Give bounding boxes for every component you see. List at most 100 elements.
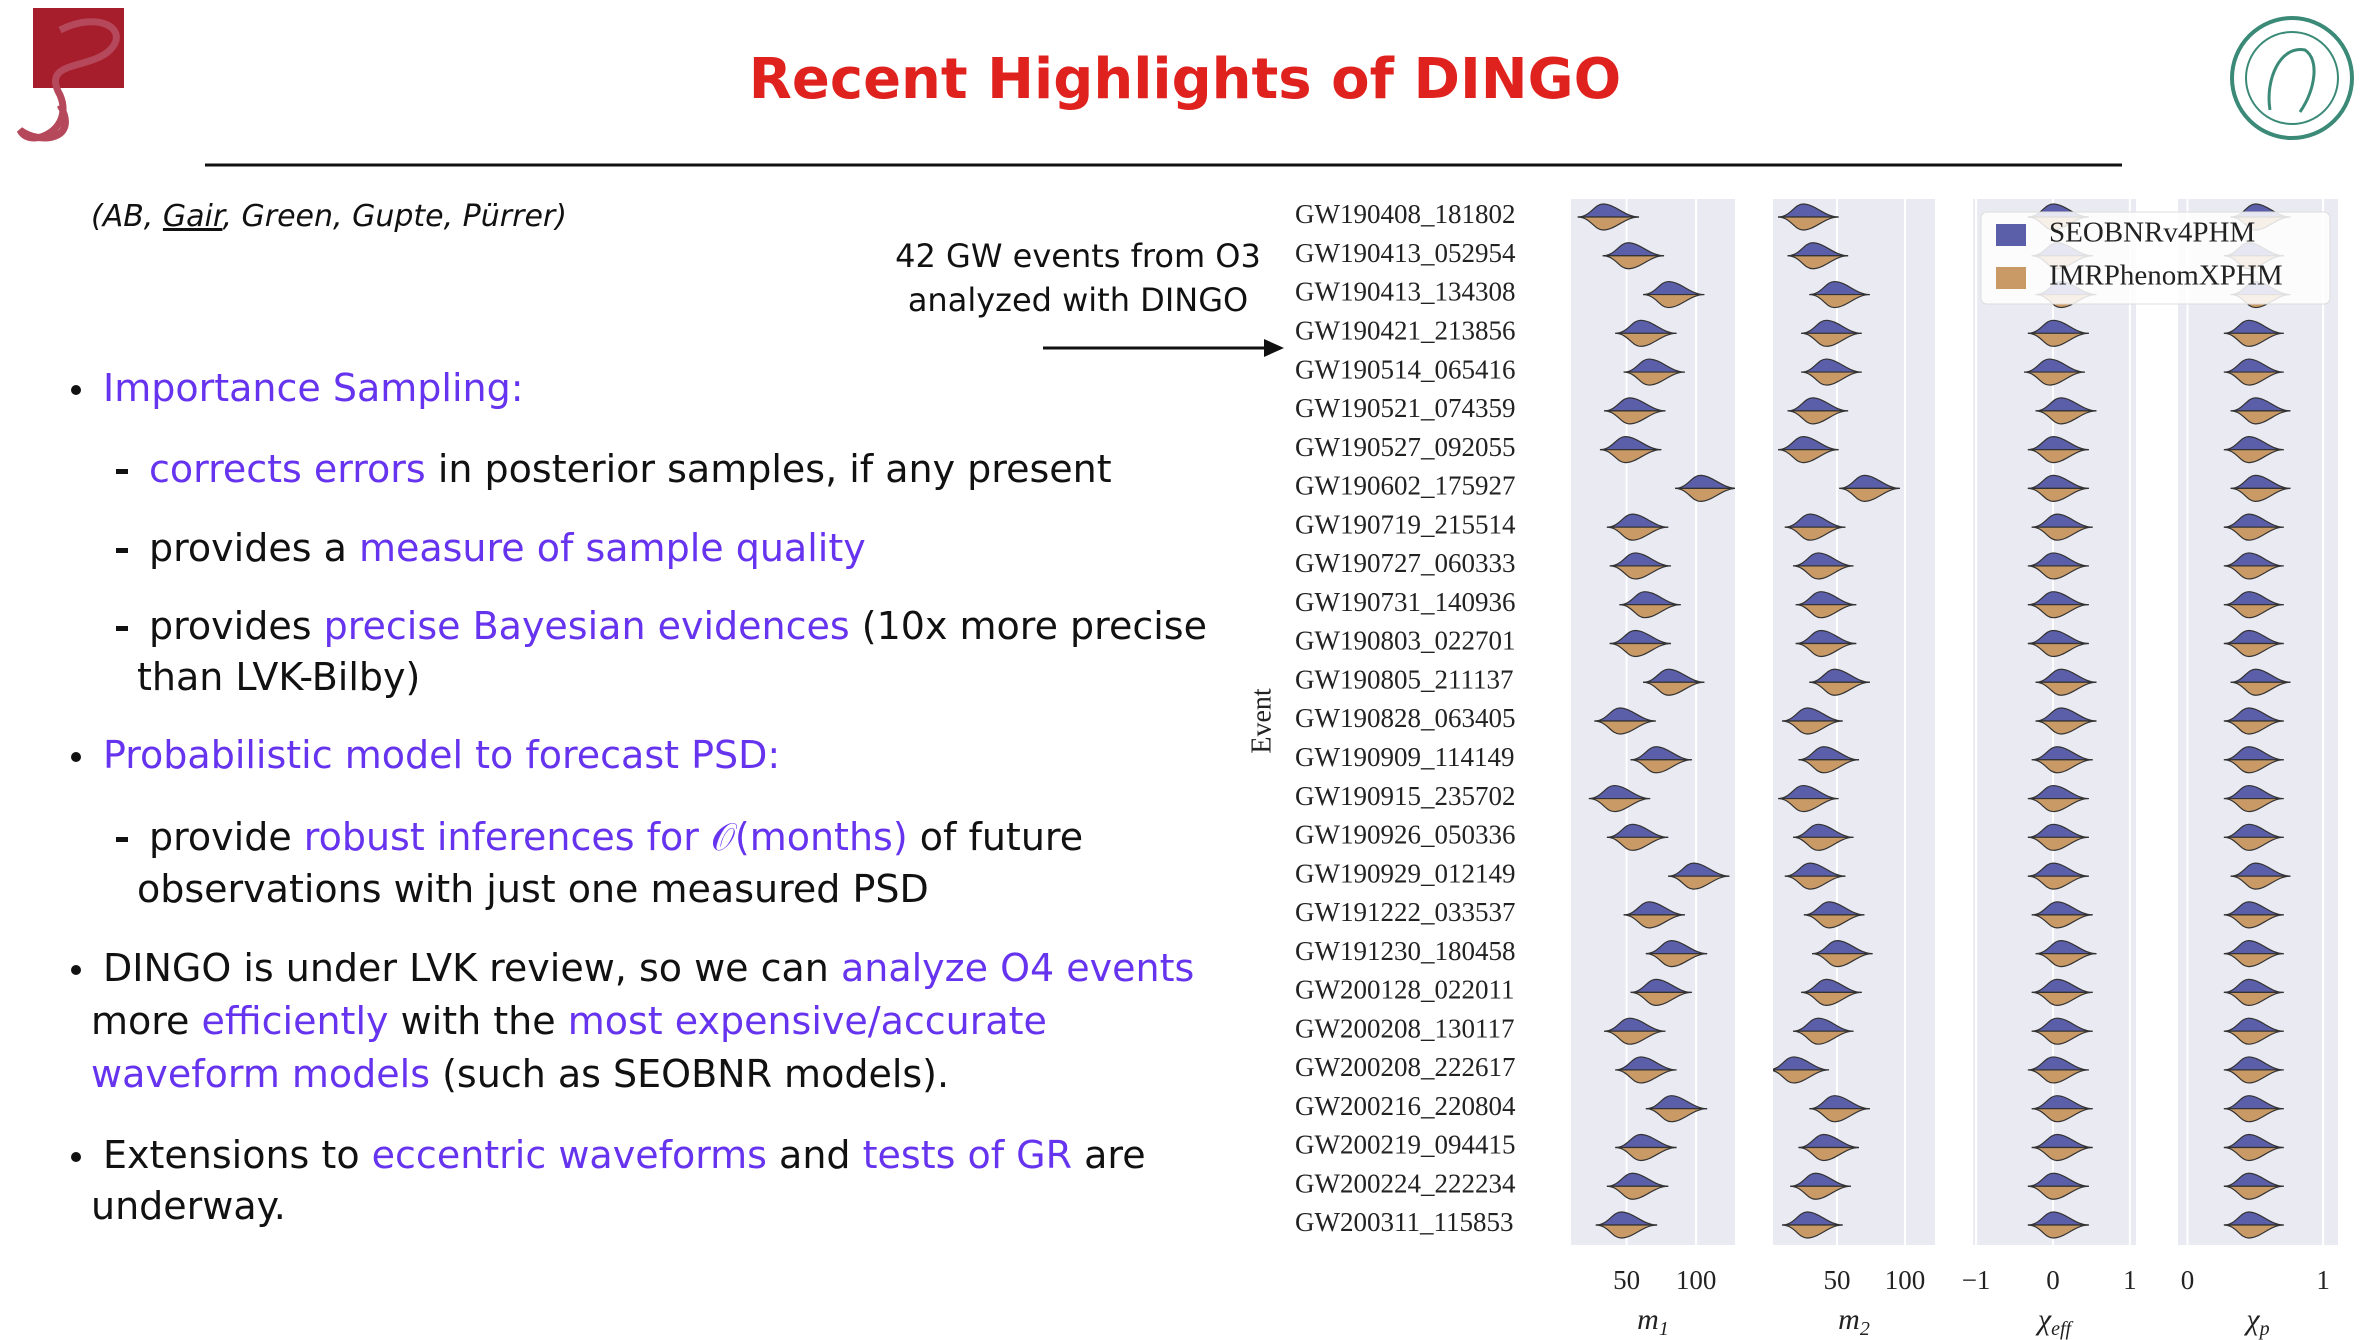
violin-top: [2027, 629, 2089, 645]
bullet-dash: [116, 837, 128, 842]
violin-top: [1777, 203, 1839, 218]
violin-bottom: [1839, 487, 1900, 502]
violin-top: [2035, 707, 2097, 722]
event-label: GW200208_222617: [1295, 1052, 1515, 1082]
violin-bottom: [2223, 526, 2284, 541]
violin-top: [1792, 823, 1854, 838]
violin-bottom: [1803, 914, 1865, 929]
y-axis-label: Event: [1246, 688, 1277, 754]
event-label: GW190731_140936: [1295, 587, 1515, 617]
legend: SEOBNRv4PHM IMRPhenomXPHM: [1980, 211, 2331, 305]
author-segment: (AB,: [91, 199, 163, 234]
highlight-text: Probabilistic model to forecast PSD:: [103, 733, 780, 777]
violin-bottom: [1604, 410, 1666, 425]
violin-bottom: [2223, 371, 2284, 386]
violin-bottom: [1594, 720, 1656, 735]
violin-bottom: [1787, 255, 1849, 270]
violin-top: [1599, 436, 1662, 451]
event-label: GW190915_235702: [1295, 781, 1515, 811]
violin-bottom: [2223, 642, 2284, 658]
body-text: than LVK-Bilby): [137, 655, 420, 699]
highlight-text: analyze O4 events: [841, 946, 1194, 990]
violin-bottom: [1609, 565, 1672, 580]
body-text: provides a: [149, 526, 359, 570]
x-tick-label: 100: [1885, 1265, 1926, 1295]
bullet-dot: [71, 385, 81, 395]
x-axis-label-sub: 1: [1659, 1318, 1669, 1340]
bullet-list: Importance Sampling: corrects errors in p…: [71, 366, 1207, 1228]
violin-top: [1782, 707, 1843, 722]
body-text: more: [91, 999, 202, 1043]
violin-bottom: [2035, 410, 2097, 425]
event-label: GW190514_065416: [1295, 354, 1515, 384]
violin-bottom: [1604, 1030, 1666, 1045]
violin-bottom: [1790, 1185, 1851, 1200]
left-logo: [16, 8, 124, 142]
event-label: GW190527_092055: [1295, 432, 1515, 462]
slide-title: Recent Highlights of DINGO: [749, 47, 1621, 112]
legend-box: [1980, 211, 2331, 305]
x-tick-label: 50: [1613, 1265, 1640, 1295]
violin-bottom: [2031, 914, 2093, 929]
violin-bottom: [2035, 953, 2097, 968]
body-text: are: [1072, 1133, 1146, 1177]
violin-bottom: [2223, 1069, 2284, 1084]
violin-bottom: [2223, 449, 2284, 464]
violins: [1773, 203, 1900, 1239]
violin-bottom: [2230, 875, 2291, 890]
violin-top: [2027, 591, 2089, 606]
legend-label: IMRPhenomXPHM: [2049, 260, 2283, 292]
violin-bottom: [1809, 681, 1870, 696]
violin-top: [1801, 358, 1862, 373]
violin-bottom: [2027, 332, 2089, 347]
violin-top: [2223, 436, 2284, 451]
violin-top: [1615, 1133, 1677, 1149]
violin-bottom: [1630, 759, 1692, 774]
violin-bottom: [2027, 487, 2089, 502]
bullet-dot: [71, 965, 81, 975]
bullet-line: corrects errors in posterior samples, if…: [149, 447, 1112, 491]
violin-bottom: [1811, 953, 1873, 968]
violin-bottom: [2223, 565, 2284, 580]
event-label: GW190926_050336: [1295, 820, 1515, 850]
violin-bottom: [2230, 410, 2291, 425]
panel-background: [1571, 199, 1735, 1245]
highlight-text: measure of sample quality: [359, 526, 866, 570]
body-text: Extensions to: [103, 1133, 372, 1177]
bullet-line: than LVK-Bilby): [137, 655, 420, 699]
body-text: observations with just one measured PSD: [137, 867, 929, 911]
x-axis-label: χeff: [2035, 1303, 2074, 1340]
violins: [2023, 203, 2097, 1239]
violin-bottom: [2027, 565, 2089, 580]
body-text: and: [767, 1133, 863, 1177]
violin-top: [2027, 474, 2089, 489]
event-label: GW200219_094415: [1295, 1130, 1515, 1160]
violin-bottom: [1792, 565, 1854, 580]
violin-top: [2027, 784, 2089, 800]
violin-bottom: [1801, 371, 1862, 386]
author-segment: Gair: [163, 199, 227, 234]
event-label: GW190602_175927: [1295, 471, 1515, 501]
violin-bottom: [2035, 720, 2097, 735]
violin-top: [2031, 1095, 2093, 1110]
violin-bottom: [1642, 681, 1705, 696]
violin-bottom: [1782, 1224, 1843, 1239]
bullet-dot: [71, 1152, 81, 1162]
violin-bottom: [1615, 1146, 1677, 1162]
violin-top: [1777, 784, 1839, 800]
violin-bottom: [2027, 604, 2089, 619]
x-tick-label: 1: [2123, 1265, 2137, 1295]
violin-bottom: [1606, 526, 1669, 541]
violin-bottom: [1798, 1146, 1860, 1162]
violin-top: [2223, 707, 2284, 722]
violin-top: [2223, 552, 2284, 567]
bullet-line: underway.: [91, 1184, 286, 1228]
violin-bottom: [1630, 991, 1692, 1007]
violin-top: [1615, 319, 1677, 334]
violin-bottom: [1798, 759, 1860, 774]
violin-top: [2223, 940, 2284, 955]
violin-bottom: [1642, 293, 1705, 309]
x-axis-label-base: χ: [2243, 1303, 2260, 1336]
violin-top: [2223, 1056, 2284, 1071]
